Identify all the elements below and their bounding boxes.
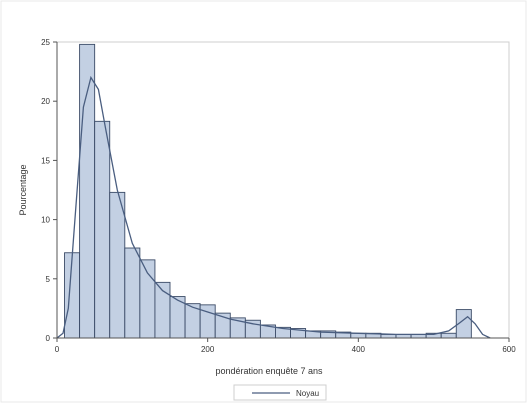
y-tick-label: 25 (41, 38, 50, 47)
x-tick-label: 600 (502, 345, 516, 354)
histogram-bar-2 (79, 43, 96, 339)
y-tick-label: 10 (41, 216, 50, 225)
y-tick-label: 5 (46, 275, 51, 284)
y-axis-title: Pourcentage (18, 164, 28, 215)
histogram-bar-5 (124, 247, 141, 339)
y-tick-label: 15 (41, 156, 50, 165)
histogram-bar-26 (440, 332, 457, 339)
x-tick-label: 0 (55, 345, 60, 354)
axes-group: 0 5 10 15 20 25 0 200 400 600 (41, 38, 516, 354)
x-tick-label: 400 (352, 345, 366, 354)
legend: Noyau (233, 384, 327, 401)
histogram-bar-3 (94, 120, 111, 339)
kernel-density-line (56, 75, 491, 339)
y-tick-label: 20 (41, 97, 50, 106)
x-tick-label: 200 (201, 345, 215, 354)
y-tick-label: 0 (46, 334, 51, 343)
x-axis-title: pondération enquête 7 ans (215, 366, 323, 376)
bars-group (64, 43, 472, 339)
legend-label-noyau: Noyau (296, 389, 319, 398)
histogram-bar-4 (109, 191, 126, 339)
